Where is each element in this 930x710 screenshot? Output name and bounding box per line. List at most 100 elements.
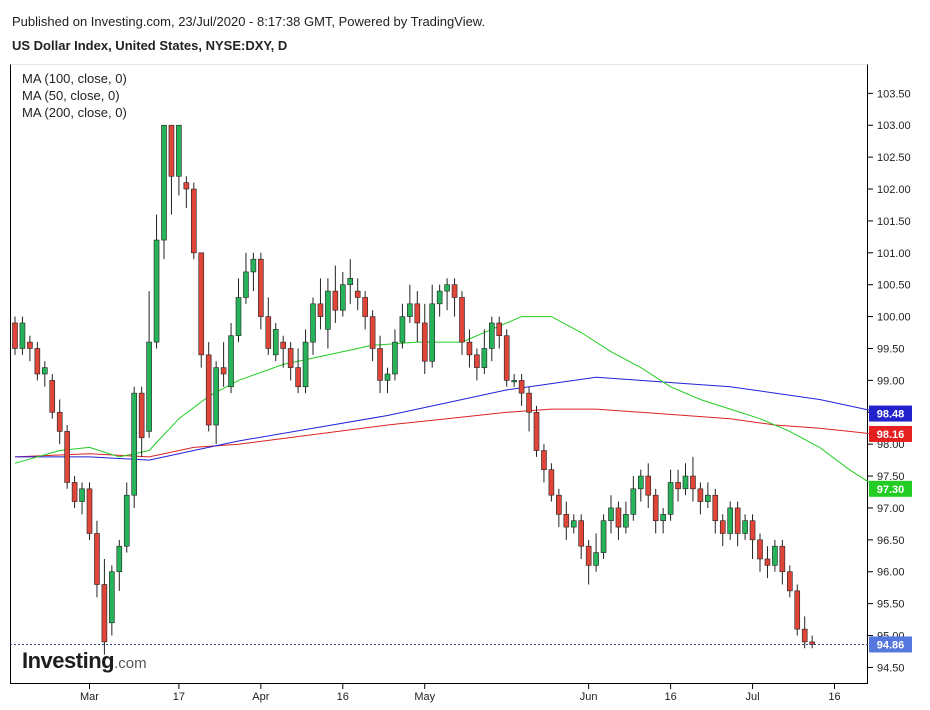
candle — [56, 399, 63, 445]
candle — [474, 348, 480, 381]
candle-body — [354, 290, 361, 298]
legend-ma100[interactable]: MA (100, close, 0) — [22, 71, 127, 86]
y-tick-label: 102.00 — [877, 184, 911, 196]
candle — [608, 495, 614, 534]
candle-body — [407, 303, 413, 317]
candle — [250, 252, 257, 292]
candle — [526, 386, 532, 432]
y-tick-label: 103.50 — [877, 88, 911, 100]
candle — [786, 565, 793, 598]
candle-body — [176, 124, 182, 177]
candle-body — [19, 322, 26, 349]
y-tick-label: 100.00 — [877, 312, 911, 324]
candle-body — [794, 590, 801, 630]
candle-body — [198, 252, 205, 356]
candle-body — [310, 303, 316, 343]
candle-body — [436, 290, 443, 305]
candle — [347, 259, 354, 304]
candle — [12, 316, 18, 355]
candle-body — [556, 494, 562, 515]
candle-body — [623, 514, 629, 528]
candle-body — [578, 520, 585, 547]
candle — [146, 291, 152, 438]
x-tick-label: Apr — [252, 691, 269, 703]
legend-ma50[interactable]: MA (50, close, 0) — [22, 88, 120, 103]
candle-body — [228, 335, 234, 388]
candle-body — [541, 450, 547, 470]
candle — [779, 539, 786, 585]
candle-body — [377, 348, 383, 381]
candle-body — [511, 380, 517, 383]
candle-body — [600, 520, 607, 553]
candle-body — [786, 571, 793, 592]
candle — [116, 539, 123, 591]
candle — [94, 520, 100, 598]
candle-body — [392, 341, 398, 375]
legend-ma200[interactable]: MA (200, close, 0) — [22, 105, 127, 120]
candle — [332, 265, 339, 323]
candle-body — [697, 488, 704, 502]
y-tick-label: 101.00 — [877, 248, 911, 260]
candle — [593, 533, 599, 572]
candle-body — [86, 488, 93, 534]
x-tick-label: Jul — [746, 691, 760, 703]
candle — [481, 329, 488, 374]
candle — [310, 297, 316, 355]
y-tick-label: 102.50 — [877, 152, 911, 164]
candle-body — [503, 335, 510, 381]
candle — [772, 539, 778, 572]
candle-body — [608, 507, 614, 522]
candle — [719, 514, 726, 547]
indicator-legend: MA (100, close, 0) MA (50, close, 0) MA … — [22, 70, 127, 121]
chart-title: US Dollar Index, United States, NYSE:DXY… — [12, 38, 288, 53]
candle — [109, 565, 115, 636]
candle-body — [742, 520, 748, 534]
y-tick-label: 95.50 — [877, 599, 905, 611]
candle-body — [757, 539, 763, 560]
price-badge: 94.86 — [869, 636, 912, 653]
candle — [533, 405, 540, 457]
x-tick-label: 17 — [173, 691, 185, 703]
candle — [280, 335, 287, 368]
price-badge-label: 94.86 — [877, 639, 905, 651]
candle — [727, 501, 734, 540]
candle — [27, 335, 33, 362]
candle-body — [94, 533, 100, 585]
logo-main: Investing — [22, 648, 115, 673]
y-tick-label: 97.00 — [877, 503, 905, 515]
candle-body — [161, 124, 167, 241]
candle-body — [332, 290, 339, 311]
candle — [41, 361, 48, 387]
y-tick-label: 100.50 — [877, 280, 911, 292]
candle-body — [652, 494, 659, 522]
candle — [541, 444, 547, 483]
candle — [161, 124, 167, 260]
candle-body — [734, 507, 741, 534]
price-badge-bg — [869, 636, 912, 653]
candle-body — [12, 322, 18, 349]
candle — [503, 329, 510, 387]
candle — [563, 501, 570, 540]
candle-body — [690, 475, 696, 490]
candle — [64, 425, 70, 489]
candle-body — [71, 482, 78, 502]
published-line: Published on Investing.com, 23/Jul/2020 … — [12, 14, 486, 29]
candle — [131, 386, 137, 508]
candle-body — [645, 475, 652, 496]
candle — [734, 501, 741, 547]
candle-body — [488, 322, 495, 349]
price-badge-bg — [869, 405, 912, 422]
y-tick-label: 101.50 — [877, 216, 911, 228]
candle — [287, 342, 294, 381]
candle — [436, 284, 443, 317]
candle-body — [56, 411, 63, 432]
candle-body — [49, 380, 56, 413]
candle-body — [317, 303, 324, 317]
candle-body — [764, 558, 771, 566]
candle — [317, 278, 324, 330]
candle-body — [325, 290, 331, 330]
y-tick-label: 99.50 — [877, 343, 905, 355]
candle-body — [526, 392, 532, 413]
candle — [258, 252, 264, 330]
